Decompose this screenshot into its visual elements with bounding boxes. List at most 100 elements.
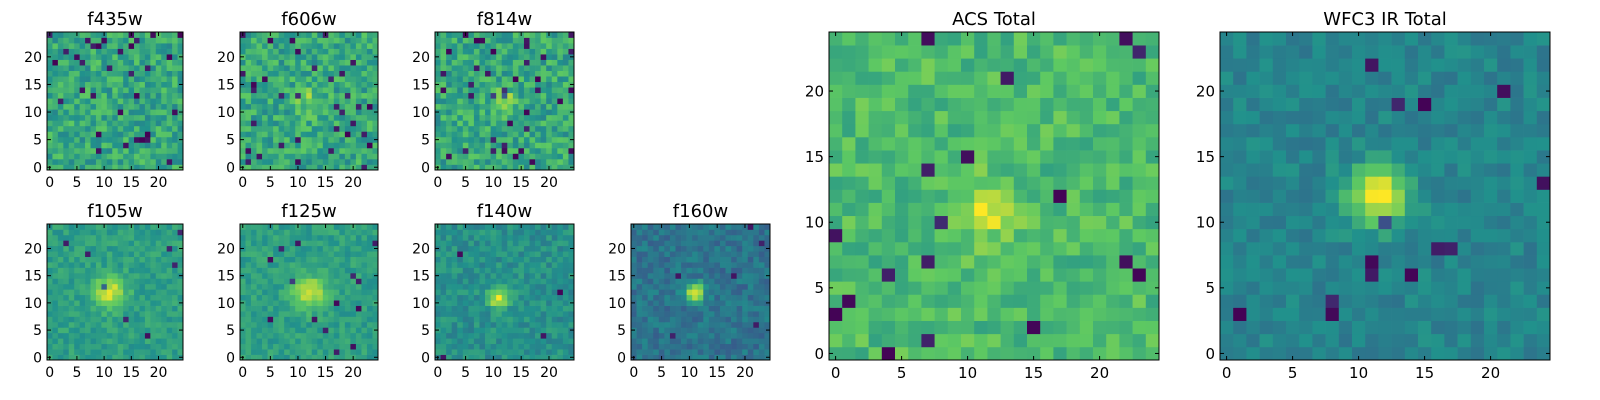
y-tick-label: 20 (412, 50, 430, 66)
heatmap-cell (155, 147, 162, 154)
heatmap-cell (240, 234, 246, 241)
heatmap-cell (366, 316, 373, 323)
heatmap-cell (90, 120, 97, 127)
heatmap-cell (485, 251, 491, 257)
heatmap-cell (697, 224, 704, 230)
heatmap-cell (518, 316, 525, 323)
heatmap-cell (166, 234, 173, 241)
heatmap-cell (658, 240, 665, 247)
heatmap-cell (546, 332, 553, 339)
heatmap-cell (468, 32, 475, 38)
heatmap-cell (57, 158, 64, 165)
heatmap-cell (74, 147, 80, 154)
heatmap-cell (278, 245, 285, 252)
heatmap-cell (473, 278, 480, 285)
heatmap-cell (529, 267, 536, 274)
heatmap-cell (568, 48, 575, 55)
heatmap-cell (139, 278, 146, 285)
heatmap-cell (339, 240, 346, 247)
heatmap-cell (284, 300, 291, 306)
heatmap-cell (117, 158, 124, 165)
heatmap-cell (267, 76, 274, 83)
heatmap-cell (485, 272, 491, 279)
heatmap-cell (535, 65, 541, 71)
heatmap-cell (540, 103, 547, 110)
heatmap-cell (267, 251, 274, 257)
heatmap-cell (681, 305, 687, 312)
heatmap-cell (714, 251, 721, 257)
heatmap-cell (240, 158, 246, 165)
heatmap-cell (725, 224, 732, 230)
y-tick-label: 20 (24, 50, 42, 66)
heatmap-cell (529, 158, 536, 165)
heatmap-cell (117, 37, 124, 44)
heatmap-cell (714, 332, 721, 339)
heatmap-cell (829, 189, 843, 203)
heatmap-cell (568, 70, 575, 77)
heatmap-cell (68, 65, 75, 71)
heatmap-cell (306, 65, 313, 71)
heatmap-cell (523, 283, 530, 290)
heatmap-cell (881, 176, 896, 190)
heatmap-cell (719, 332, 726, 339)
heatmap-cell (681, 272, 687, 279)
heatmap-cell (523, 262, 530, 268)
heatmap-cell (451, 305, 458, 312)
heatmap-cell (339, 234, 346, 241)
heatmap-cell (350, 234, 357, 241)
heatmap-cell (473, 343, 480, 350)
heatmap-cell (295, 147, 302, 154)
heatmap-cell (350, 70, 357, 77)
heatmap-cell (446, 272, 453, 279)
heatmap-cell (908, 333, 922, 348)
heatmap-cell (161, 43, 168, 49)
heatmap-cell (273, 262, 279, 268)
heatmap-cell (490, 59, 497, 66)
heatmap-cell (117, 283, 124, 290)
heatmap-cell (339, 349, 346, 355)
heatmap-cell (63, 278, 70, 285)
heatmap-cell (273, 272, 279, 279)
heatmap-cell (829, 202, 843, 217)
heatmap-cell (172, 289, 178, 296)
heatmap-cell (344, 316, 351, 323)
heatmap-cell (462, 283, 469, 290)
heatmap-cell (658, 294, 665, 301)
heatmap-cell (496, 98, 503, 105)
heatmap-cell (512, 54, 519, 60)
heatmap-cell (546, 343, 553, 350)
heatmap-cell (725, 332, 732, 339)
heatmap-cell (256, 103, 263, 110)
heatmap-cell (289, 251, 296, 257)
heatmap-cell (106, 311, 113, 317)
heatmap-cell (57, 147, 64, 154)
heatmap-cell (262, 136, 268, 143)
heatmap-cell (112, 300, 119, 306)
heatmap-cell (961, 268, 975, 282)
heatmap-cell (284, 81, 291, 88)
heatmap-cell (446, 131, 453, 138)
heatmap-cell (322, 240, 329, 247)
heatmap-cell (947, 163, 962, 177)
heatmap-cell (753, 327, 760, 334)
heatmap-cell (240, 278, 246, 285)
heatmap-cell (372, 343, 379, 350)
heatmap-cell (284, 70, 291, 77)
heatmap-cell (642, 224, 649, 230)
heatmap-cell (344, 81, 351, 88)
heatmap-cell (692, 229, 699, 236)
heatmap-cell (462, 131, 469, 138)
heatmap-cell (306, 224, 313, 230)
heatmap-cell (68, 37, 75, 44)
heatmap-cell (322, 54, 329, 60)
y-tick-label: 10 (24, 105, 42, 121)
heatmap-cell (568, 147, 575, 154)
heatmap-cell (63, 136, 70, 143)
heatmap-cell (1132, 241, 1147, 256)
heatmap-cell (300, 164, 307, 171)
heatmap-cell (512, 164, 519, 171)
heatmap-cell (289, 59, 296, 66)
heatmap-cell (485, 109, 491, 116)
heatmap-cell (166, 321, 173, 328)
heatmap-cell (568, 321, 575, 328)
